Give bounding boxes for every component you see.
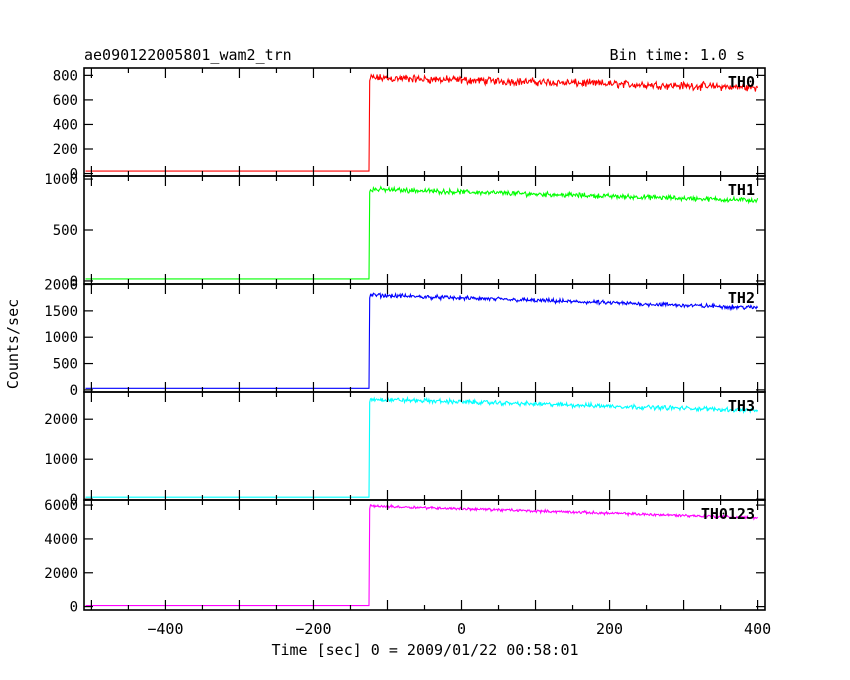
series-line-th3 <box>85 395 759 498</box>
panel-th0123: 0 2000 4000 6000 TH0123 <box>44 498 766 616</box>
x-axis-label: Time [sec] 0 = 2009/01/22 00:58:01 <box>271 641 578 659</box>
y-tick-label: 0 <box>70 600 78 616</box>
y-tick-label: 2000 <box>44 278 78 294</box>
y-tick-label: 4000 <box>44 532 78 548</box>
y-tick-label: 0 <box>70 383 78 399</box>
x-tick-label: −200 <box>295 620 331 638</box>
y-tick-label: 6000 <box>44 498 78 514</box>
y-tick-label: 500 <box>53 223 78 239</box>
series-line-th0123 <box>85 503 759 607</box>
y-tick-label: 400 <box>53 117 78 133</box>
y-tick-label: 1000 <box>44 452 78 468</box>
series-label-th1: TH1 <box>728 181 755 199</box>
y-tick-label: 1000 <box>44 330 78 346</box>
panels-group: 0 200 400 600 800 TH0 0 500 1000 TH1 0 500 1000 1500 2… <box>44 67 771 638</box>
bin-time-label: Bin time: 1.0 s <box>610 46 745 64</box>
y-tick-label: 0 <box>70 492 78 508</box>
panel-frame <box>83 283 766 393</box>
y-tick-label: 2000 <box>44 412 78 428</box>
y-tick-label: 0 <box>70 167 78 183</box>
panel-frame <box>83 499 766 611</box>
y-tick-label: 0 <box>70 274 78 290</box>
series-line-th2 <box>85 291 759 389</box>
series-line-th0 <box>85 73 759 172</box>
y-tick-label: 500 <box>53 357 78 373</box>
y-tick-label: 1000 <box>44 172 78 188</box>
series-label-th3: TH3 <box>728 397 755 415</box>
y-tick-label: 800 <box>53 68 78 84</box>
y-axis-label: Counts/sec <box>4 299 22 389</box>
y-tick-label: 600 <box>53 93 78 109</box>
panel-th1: 0 500 1000 TH1 <box>44 172 766 290</box>
panel-th3: 0 1000 2000 TH3 <box>44 391 766 508</box>
x-tick-label: −400 <box>147 620 183 638</box>
series-label-th0: TH0 <box>728 73 755 91</box>
y-tick-label: 1500 <box>44 304 78 320</box>
x-tick-label: 200 <box>596 620 623 638</box>
series-line-th1 <box>85 185 759 280</box>
series-label-th0123: TH0123 <box>701 505 755 523</box>
panel-th2: 0 500 1000 1500 2000 TH2 <box>44 278 766 399</box>
y-tick-label: 2000 <box>44 566 78 582</box>
panel-th0: 0 200 400 600 800 TH0 <box>53 67 766 183</box>
x-tick-label: 400 <box>744 620 771 638</box>
y-tick-label: 200 <box>53 142 78 158</box>
x-tick-label: 0 <box>457 620 466 638</box>
figure-title: ae090122005801_wam2_trn <box>84 46 292 64</box>
series-label-th2: TH2 <box>728 289 755 307</box>
panel-frame <box>83 175 766 285</box>
